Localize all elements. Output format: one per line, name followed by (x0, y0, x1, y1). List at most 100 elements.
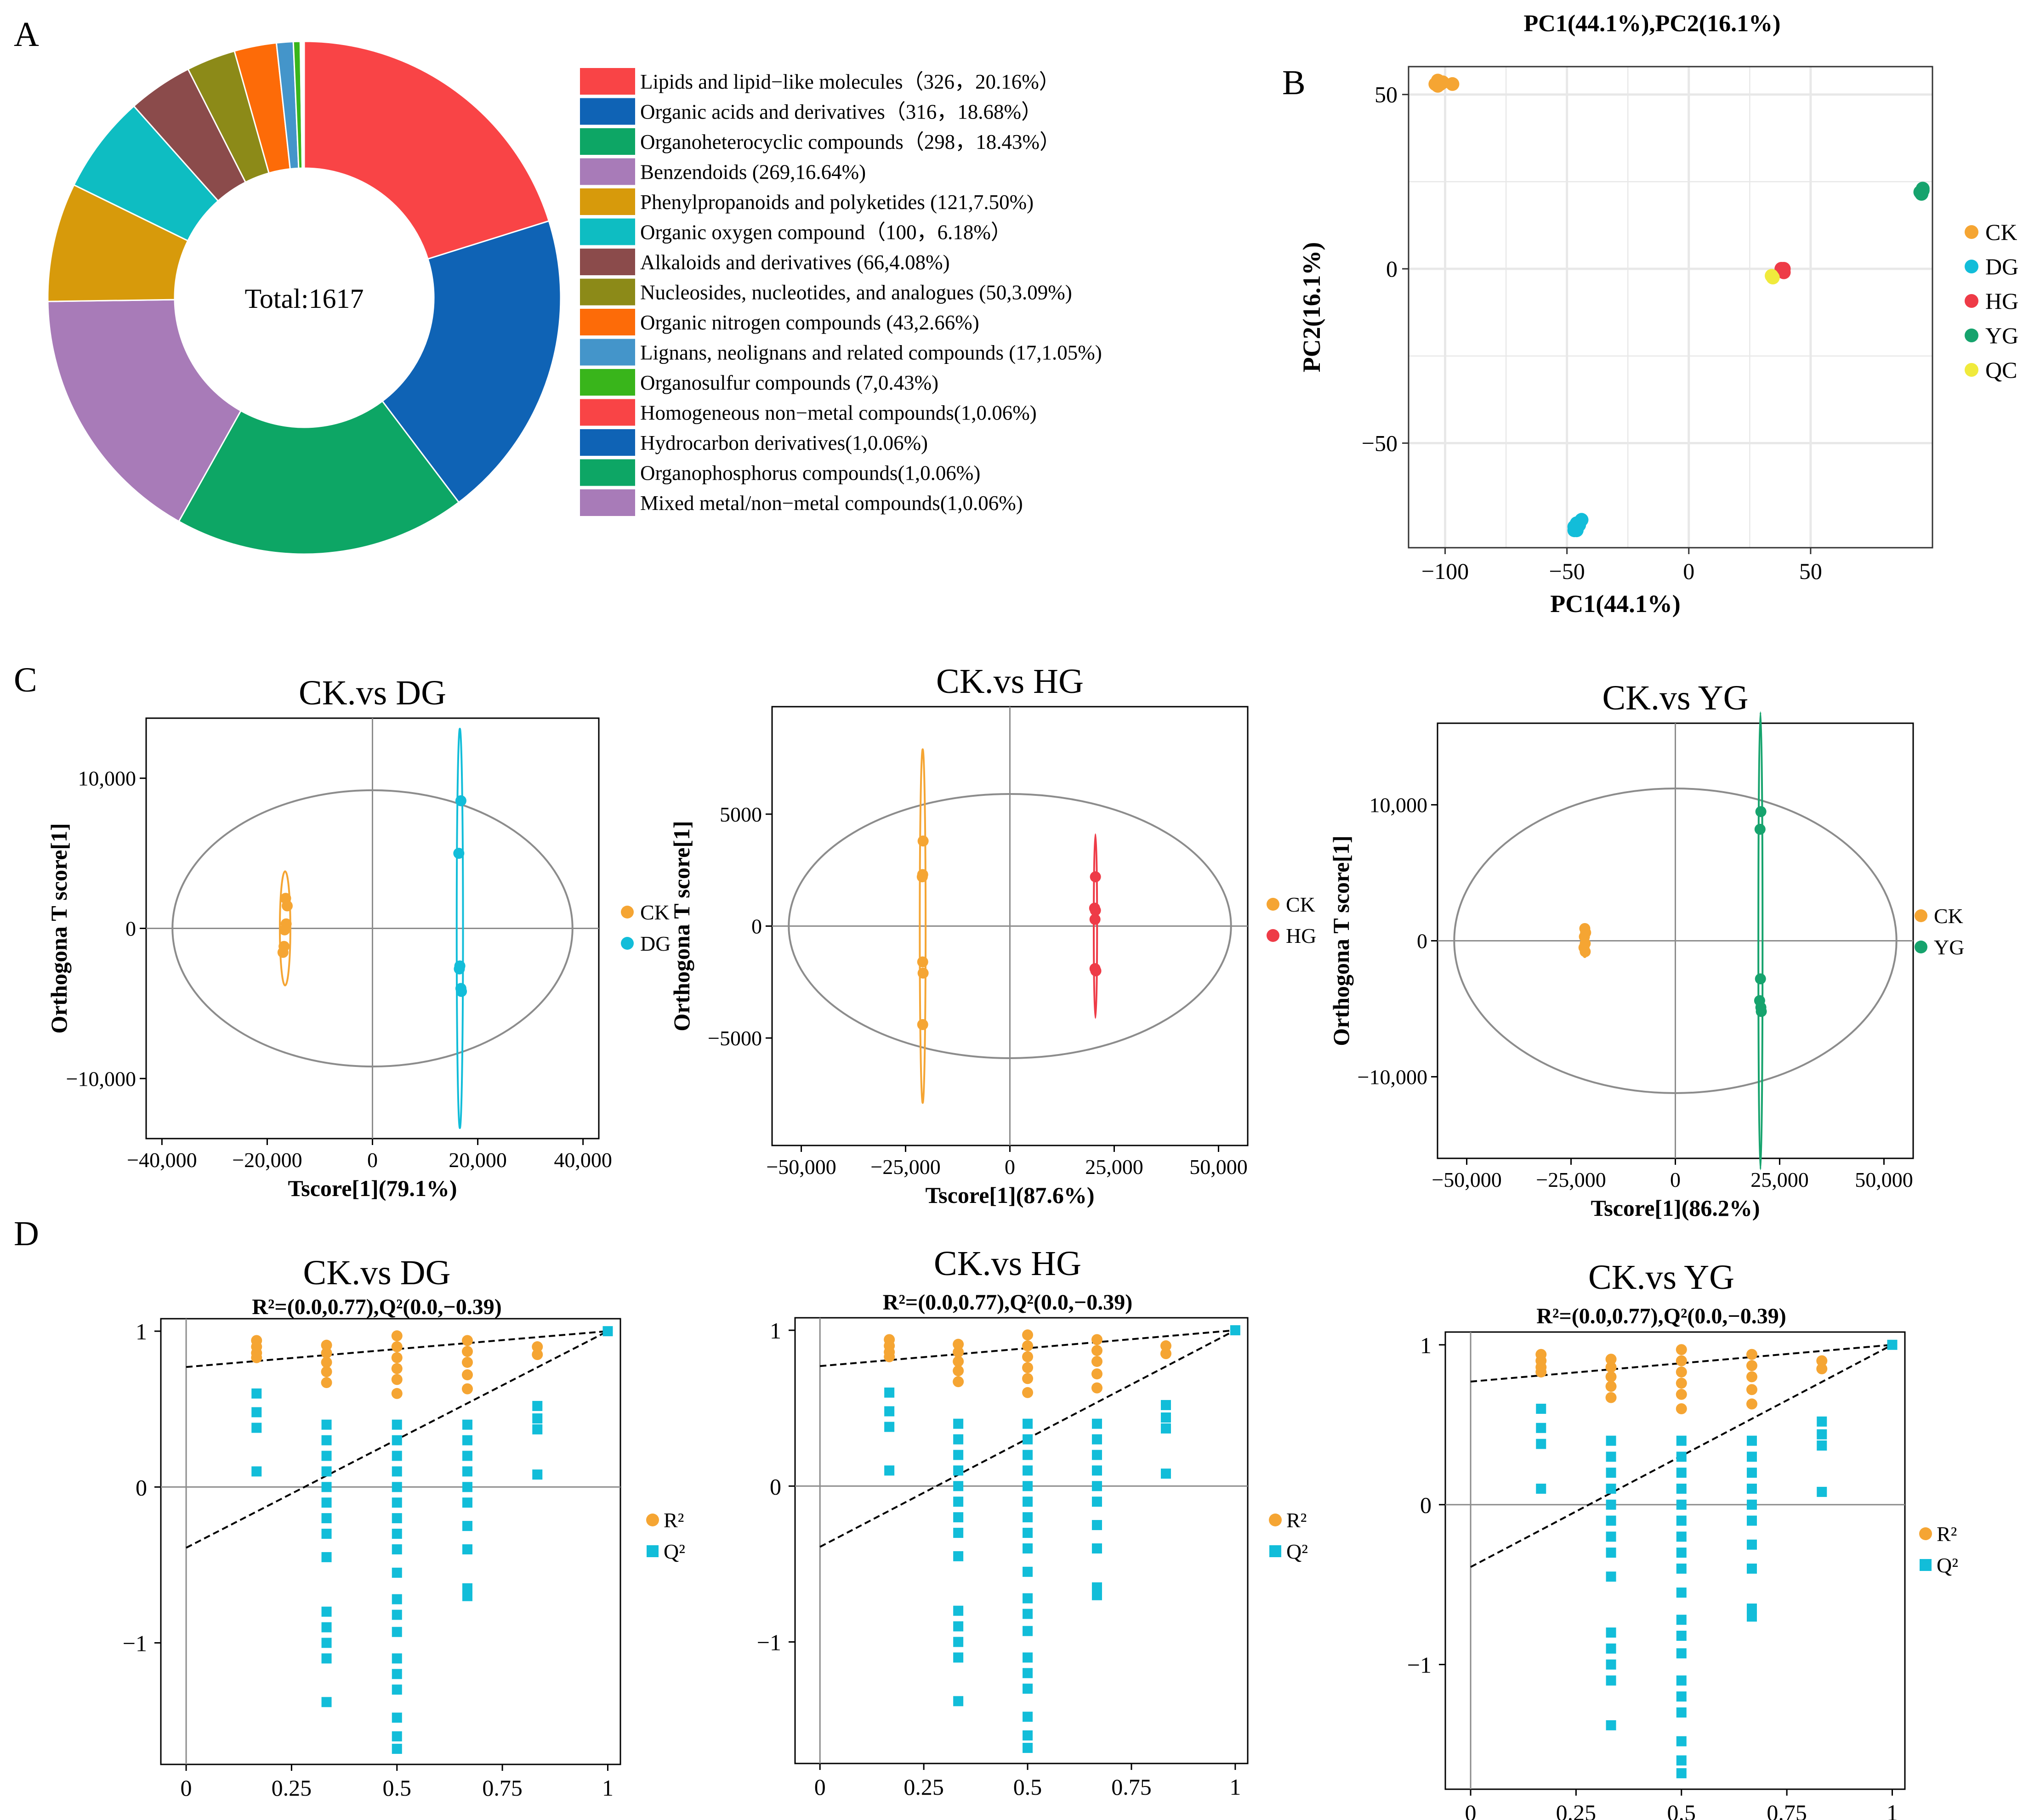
y-axis-label: PC2(16.1%) (1298, 242, 1325, 372)
point-q2 (1606, 1451, 1616, 1462)
donut-slice-15 (302, 40, 305, 169)
point-r2 (1746, 1384, 1757, 1395)
point-q2 (462, 1482, 472, 1492)
x-tick-label: 1 (1887, 1800, 1898, 1820)
y-tick-label: 1 (136, 1319, 147, 1344)
x-tick-label: −25,000 (1536, 1168, 1606, 1191)
point-q2 (1606, 1468, 1616, 1478)
y-axis-label: Orthogona T score[1] (46, 823, 72, 1033)
point-q2 (1023, 1730, 1033, 1741)
x-tick-label: 0 (1670, 1168, 1681, 1191)
legend-dot (1965, 260, 1978, 273)
y-tick-label: −50 (1362, 430, 1398, 456)
legend-dot (621, 906, 634, 919)
point-hg (1089, 913, 1101, 925)
point-q2 (1676, 1548, 1687, 1558)
legend-swatch (580, 278, 635, 306)
x-tick-label: −20,000 (232, 1148, 302, 1172)
point-r2 (321, 1339, 332, 1351)
x-tick-label: 0.25 (272, 1775, 312, 1801)
x-tick-label: −50,000 (1432, 1168, 1501, 1191)
point-q2 (321, 1466, 332, 1477)
x-tick-label: 25,000 (1085, 1155, 1143, 1179)
x-tick-label: 0 (1465, 1800, 1477, 1820)
legend-swatch (580, 429, 635, 456)
point-yg (1915, 181, 1930, 196)
point-ck (277, 947, 289, 958)
point-q2 (462, 1583, 472, 1593)
x-tick-label: 0.25 (1556, 1800, 1597, 1820)
point-q2 (392, 1594, 402, 1605)
point-r2 (953, 1338, 964, 1350)
point-r2 (884, 1351, 895, 1362)
x-tick-label: −25,000 (870, 1155, 940, 1179)
point-r2 (1676, 1344, 1687, 1355)
point-q2 (392, 1482, 402, 1492)
point-q2 (392, 1567, 402, 1578)
y-tick-label: 0 (125, 917, 136, 941)
point-q2 (251, 1407, 262, 1417)
legend-dot (1965, 329, 1978, 342)
point-q2 (1606, 1571, 1616, 1582)
point-q2 (1606, 1483, 1616, 1494)
point-q2 (884, 1422, 895, 1432)
legend-label: R² (1937, 1522, 1957, 1546)
point-q2 (462, 1419, 472, 1430)
opls-chart-c2: −50,000 −25,000 0 25,000 50,000 −5000 0 5000 CK.… (669, 662, 1316, 1208)
legend-swatch (580, 339, 635, 366)
x-axis-label: Tscore[1](79.1%) (288, 1175, 457, 1201)
point-q2 (392, 1513, 402, 1524)
legend-label: YG (1985, 323, 2018, 348)
point-q2 (321, 1451, 332, 1461)
point-q2 (1023, 1712, 1033, 1722)
point-r2 (1676, 1389, 1687, 1400)
y-tick-label: 0 (136, 1474, 147, 1500)
point-r2 (251, 1352, 262, 1363)
point-q2 (1023, 1481, 1033, 1491)
x-axis-label: Tscore[1](86.2%) (1591, 1195, 1760, 1221)
point-q2 (1676, 1435, 1687, 1446)
legend-square (1920, 1559, 1932, 1571)
point-q2 (392, 1497, 402, 1508)
point-q2 (1091, 1590, 1102, 1600)
point-q2 (321, 1697, 332, 1707)
point-q2 (321, 1482, 332, 1492)
x-tick-label: 40,000 (554, 1148, 612, 1172)
point-q2 (1676, 1515, 1687, 1526)
point-r2 (1022, 1351, 1034, 1362)
point-q2 (1746, 1499, 1757, 1510)
legend-dot (1915, 909, 1927, 922)
point-r2 (1746, 1371, 1757, 1383)
legend-swatch (580, 98, 635, 125)
point-q2 (321, 1622, 332, 1633)
point-r2 (321, 1356, 332, 1368)
point-q2 (321, 1638, 332, 1648)
point-q2 (392, 1712, 402, 1723)
legend-dot (1267, 929, 1279, 942)
legend-label: Organic nitrogen compounds (43,2.66%) (640, 311, 979, 334)
legend-swatch (580, 188, 635, 215)
point-ck (917, 1019, 928, 1030)
confidence-ellipse (1453, 788, 1898, 1094)
chart-subtitle: R²=(0.0,0.77),Q²(0.0,−0.39) (252, 1295, 501, 1319)
point-yg (1756, 1006, 1767, 1017)
point-r2 (532, 1341, 543, 1353)
point-q2 (1606, 1643, 1616, 1654)
point-ck (279, 924, 290, 936)
point-r2 (1676, 1355, 1687, 1366)
legend-swatch (580, 459, 635, 486)
y-tick-label: 1 (1420, 1332, 1432, 1358)
point-ck (281, 900, 293, 912)
point-q2 (392, 1744, 402, 1754)
legend-label: Organophosphorus compounds(1,0.06%) (640, 462, 980, 485)
legend-swatch (580, 249, 635, 275)
point-r2 (391, 1352, 403, 1363)
point-q2 (1091, 1418, 1102, 1429)
point-dg (454, 963, 465, 975)
point-q2 (953, 1605, 964, 1616)
point-ck (1445, 77, 1460, 91)
point-ck (917, 956, 928, 968)
point-r2 (461, 1335, 473, 1346)
y-tick-label: 10,000 (1370, 794, 1428, 817)
point-q2 (1746, 1435, 1757, 1446)
